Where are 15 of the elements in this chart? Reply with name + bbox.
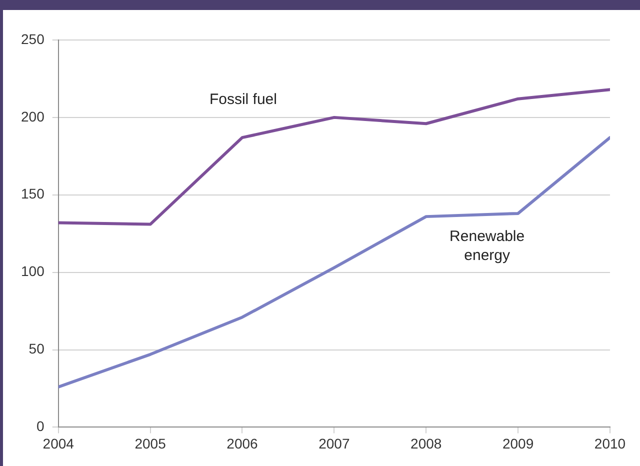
- x-tick-label: 2005: [134, 435, 166, 452]
- x-tick-label: 2004: [42, 435, 74, 452]
- x-tick-label: 2009: [502, 435, 534, 452]
- x-tick-label: 2006: [226, 435, 258, 452]
- x-tick-label: 2007: [318, 435, 350, 452]
- series-label: Renewable energy: [450, 228, 525, 264]
- y-tick-label: 150: [21, 186, 45, 202]
- series-label: Fossil fuel: [209, 91, 277, 108]
- y-tick-label: 250: [21, 30, 45, 47]
- x-tick-label: 2008: [410, 435, 442, 452]
- y-tick-label: 0: [36, 418, 45, 434]
- y-tick-label: 200: [21, 108, 45, 124]
- x-tick-label: 2010: [594, 435, 626, 452]
- y-tick-label: 50: [28, 340, 45, 357]
- y-tick-label: 100: [21, 263, 45, 280]
